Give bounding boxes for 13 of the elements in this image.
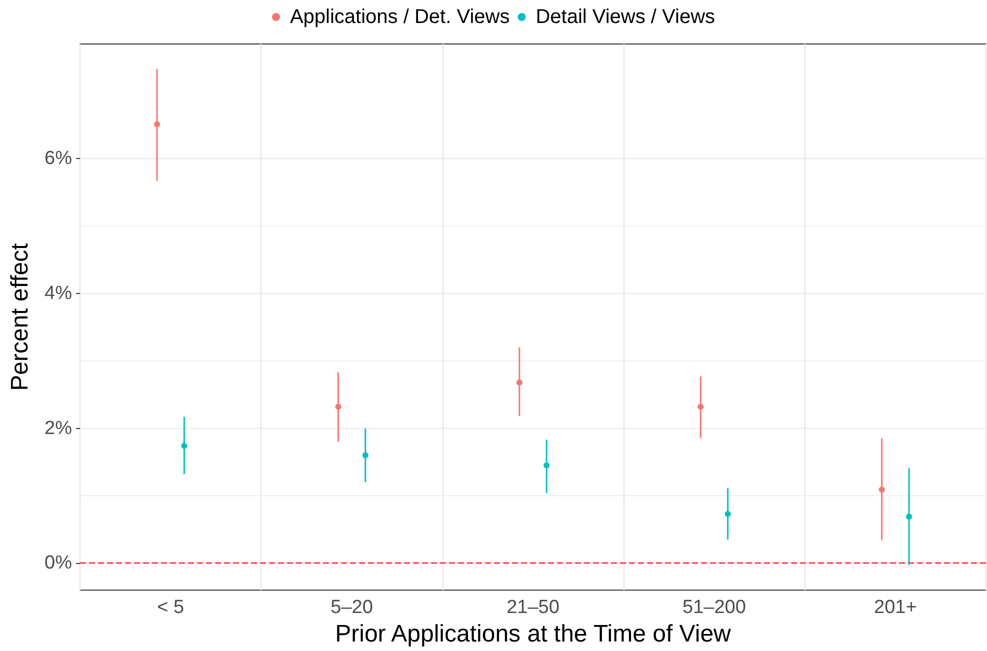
x-tick-label: 5–20 [330, 597, 373, 618]
y-axis-title: Percent effect [6, 242, 34, 391]
y-tick-label: 2% [44, 418, 72, 439]
y-tick-label: 6% [44, 148, 72, 170]
legend-label: Detail Views / Views [536, 6, 716, 28]
x-axis-title: Prior Applications at the Time of View [335, 620, 732, 648]
x-tick-label: 201+ [874, 597, 917, 618]
y-tick-label: 0% [44, 552, 72, 574]
y-tick-label: 4% [44, 282, 72, 304]
x-tick-label: 51–200 [682, 597, 746, 618]
legend-label: Applications / Det. Views [290, 6, 510, 28]
x-tick-label: < 5 [157, 597, 184, 618]
x-tick-label: 21–50 [506, 597, 560, 618]
